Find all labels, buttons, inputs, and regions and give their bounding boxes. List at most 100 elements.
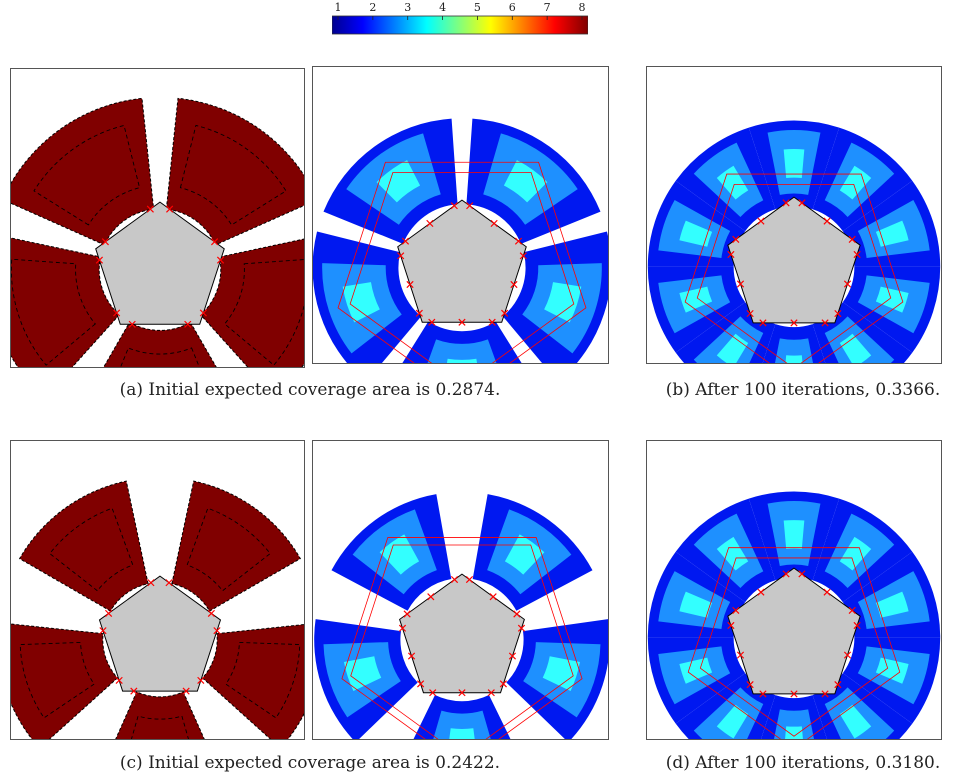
sensor-marker bbox=[510, 280, 518, 289]
sensor-marker bbox=[490, 219, 498, 228]
sensor-marker bbox=[165, 579, 173, 587]
sensor-marker bbox=[823, 217, 831, 225]
coverage-region-mid bbox=[774, 338, 814, 363]
coverage-region-high bbox=[716, 536, 749, 571]
sensor-footprint-outline bbox=[11, 258, 96, 366]
coverage-region-high bbox=[875, 591, 909, 618]
sensor-marker bbox=[736, 651, 745, 659]
coverage-sectors bbox=[647, 120, 941, 363]
caption-c: (c) Initial expected coverage area is 0.… bbox=[119, 753, 501, 773]
sensor-marker bbox=[746, 309, 754, 318]
sensor-marker bbox=[416, 680, 425, 688]
sensor-marker bbox=[99, 627, 107, 635]
sensor-coverage-sector bbox=[103, 321, 217, 367]
sensor-marker bbox=[757, 588, 765, 596]
sensor-coverage-sector bbox=[18, 480, 149, 612]
coverage-region-mid bbox=[693, 316, 764, 363]
coverage-region-high bbox=[343, 656, 382, 691]
caption-b: (b) After 100 iterations, 0.3366. bbox=[665, 380, 941, 400]
sensor-marker bbox=[782, 199, 790, 207]
sensor-marker bbox=[823, 588, 831, 596]
sensor-marker bbox=[429, 689, 437, 697]
sensor-marker bbox=[727, 621, 735, 630]
sensor-marker bbox=[199, 309, 207, 317]
sensor-marker bbox=[853, 621, 861, 630]
sensor-marker bbox=[790, 690, 798, 698]
sensor-marker bbox=[746, 680, 754, 689]
sensor-marker bbox=[759, 690, 767, 698]
sensor-marker bbox=[101, 238, 109, 246]
sensor-marker bbox=[128, 320, 136, 328]
sensor-marker bbox=[782, 570, 790, 578]
coverage-region-high bbox=[839, 536, 872, 571]
coverage-region-high bbox=[679, 220, 713, 247]
coverage-sectors bbox=[11, 480, 304, 739]
sensor-marker bbox=[853, 250, 861, 259]
sensor-marker bbox=[513, 610, 521, 618]
sensor-marker bbox=[834, 680, 842, 689]
coverage-region-high bbox=[785, 355, 803, 363]
sensor-marker bbox=[115, 676, 123, 685]
sensor-marker bbox=[450, 575, 459, 584]
sensor-marker bbox=[458, 689, 466, 697]
coverage-region-mid bbox=[774, 709, 814, 739]
sensor-marker bbox=[465, 575, 474, 584]
sensor-marker bbox=[757, 217, 765, 225]
sensor-marker bbox=[406, 280, 414, 289]
coverage-region-high bbox=[875, 657, 909, 684]
coverage-region-high bbox=[449, 728, 475, 739]
sensor-path-outline bbox=[350, 544, 574, 739]
colorbar: 1 2 3 4 5 6 7 8 bbox=[332, 1, 588, 35]
sensor-marker bbox=[401, 237, 410, 245]
sensor-coverage-sector bbox=[201, 624, 304, 739]
panel-c-initial-coverage bbox=[10, 440, 305, 740]
colorbar-gradient bbox=[332, 15, 588, 35]
coverage-region-high bbox=[379, 534, 420, 575]
coverage-region-high bbox=[716, 333, 749, 363]
coverage-region-high bbox=[679, 657, 713, 684]
coverage-region-high bbox=[504, 534, 545, 575]
sensor-footprint-outline bbox=[120, 347, 200, 367]
sensor-marker bbox=[487, 689, 495, 697]
sensor-marker bbox=[182, 687, 190, 695]
sensor-marker bbox=[428, 318, 436, 326]
sensor-path-outline bbox=[337, 161, 587, 363]
sensor-marker bbox=[843, 651, 852, 659]
sensor-marker bbox=[415, 309, 423, 317]
sensor-coverage-sector bbox=[165, 97, 304, 246]
coverage-region-high bbox=[376, 160, 421, 203]
sensor-coverage-sector bbox=[115, 691, 205, 739]
coverage-region-high bbox=[839, 704, 872, 739]
sensor-path-outline bbox=[699, 557, 889, 737]
sensor-marker bbox=[821, 319, 829, 327]
sensor-coverage-sector bbox=[199, 238, 304, 367]
sensor-marker bbox=[843, 280, 852, 288]
sensor-path-outline bbox=[696, 184, 892, 363]
sensor-marker bbox=[798, 199, 806, 207]
sensor-footprint-outline bbox=[186, 507, 271, 592]
sensor-marker bbox=[848, 606, 856, 615]
coverage-region-high bbox=[716, 704, 749, 739]
sensor-marker bbox=[514, 237, 523, 245]
colorbar-tick-label: 8 bbox=[579, 1, 586, 14]
sensor-marker bbox=[450, 202, 458, 210]
sensor-marker bbox=[95, 256, 104, 264]
sensor-marker bbox=[790, 319, 798, 327]
coverage-region-high bbox=[446, 358, 478, 363]
sensor-marker bbox=[426, 219, 434, 228]
coverage-region-high bbox=[783, 520, 805, 550]
panel-a-initial-prob-map bbox=[312, 66, 609, 364]
coverage-region-mid bbox=[427, 339, 497, 363]
colorbar-tick-label: 7 bbox=[544, 1, 551, 14]
sensor-marker bbox=[736, 280, 745, 288]
sensor-marker bbox=[798, 570, 806, 578]
coverage-region-high bbox=[542, 656, 580, 691]
coverage-region-high bbox=[783, 149, 805, 178]
sensor-marker bbox=[732, 235, 740, 243]
sensor-coverage-sector bbox=[11, 623, 119, 739]
coverage-region-high bbox=[342, 282, 380, 323]
sensor-marker bbox=[166, 205, 174, 213]
colorbar-tick-label: 2 bbox=[369, 1, 376, 14]
sensor-path-outline bbox=[687, 547, 901, 739]
coverage-sectors bbox=[647, 491, 941, 739]
